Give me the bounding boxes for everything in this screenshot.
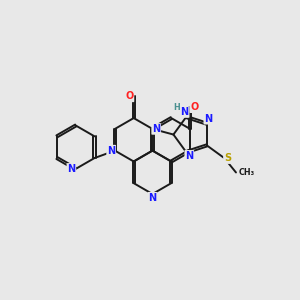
Text: N: N [67,164,75,174]
Text: S: S [224,153,231,163]
Text: N: N [152,124,160,134]
Text: N: N [185,151,194,161]
Text: N: N [148,193,157,203]
Text: H: H [173,103,180,112]
Text: O: O [190,102,199,112]
Text: CH₃: CH₃ [239,168,255,177]
Text: O: O [125,92,134,101]
Text: N: N [181,107,189,117]
Text: N: N [107,146,115,156]
Text: N: N [204,114,212,124]
